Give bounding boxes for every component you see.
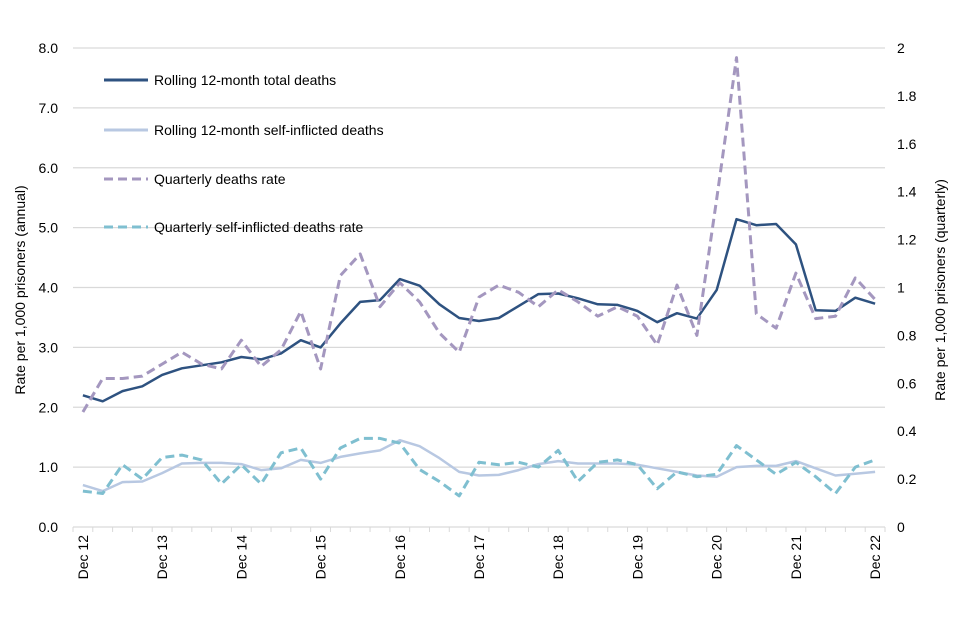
x-tick-label: Dec 15 xyxy=(313,535,329,580)
x-tick-label: Dec 13 xyxy=(154,535,170,580)
left-tick-label: 1.0 xyxy=(39,459,59,475)
x-tick-label: Dec 16 xyxy=(392,535,408,580)
legend-label-rolling-self-inflicted: Rolling 12-month self-inflicted deaths xyxy=(154,122,384,138)
right-tick-label: 0.4 xyxy=(897,423,917,439)
x-tick-label: Dec 12 xyxy=(75,535,91,580)
series-lines xyxy=(81,56,877,498)
left-tick-label: 7.0 xyxy=(39,100,59,116)
right-tick-label: 1.8 xyxy=(897,88,917,104)
right-tick-label: 0.8 xyxy=(897,327,917,343)
right-tick-label: 1.2 xyxy=(897,232,917,248)
x-axis: Dec 12 Dec 13 Dec 14 Dec 15 Dec 16 Dec 17 Dec … xyxy=(72,526,886,580)
right-axis-tick-labels: 0 0.2 0.4 0.6 0.8 1 1.2 1.4 1.6 1.8 2 xyxy=(897,40,917,535)
legend-label-quarterly-self-inflicted: Quarterly self-inflicted deaths rate xyxy=(154,219,364,235)
x-tick-label: Dec 14 xyxy=(233,535,249,580)
series-line-rolling-12-month-total-deaths xyxy=(82,217,876,403)
legend-label-quarterly-deaths: Quarterly deaths rate xyxy=(154,171,286,187)
left-axis-tick-labels: 0.0 1.0 2.0 3.0 4.0 5.0 6.0 7.0 8.0 xyxy=(39,40,59,535)
right-tick-label: 1.6 xyxy=(897,136,917,152)
right-tick-label: 0.2 xyxy=(897,471,917,487)
x-tick-label: Dec 21 xyxy=(788,535,804,580)
series-line-rolling-12-month-self-inflicted-deaths xyxy=(82,438,876,493)
right-tick-label: 2 xyxy=(897,40,905,56)
x-tick-label: Dec 20 xyxy=(709,535,725,580)
left-tick-label: 6.0 xyxy=(39,160,59,176)
right-tick-label: 0 xyxy=(897,519,905,535)
right-tick-label: 0.6 xyxy=(897,375,917,391)
x-tick-label: Dec 22 xyxy=(867,535,883,580)
legend-label-rolling-total: Rolling 12-month total deaths xyxy=(154,72,336,88)
left-axis-title: Rate per 1,000 prisoners (annual) xyxy=(12,185,28,394)
series-line-quarterly-deaths-rate xyxy=(81,56,877,413)
right-tick-label: 1.4 xyxy=(897,184,917,200)
legend: Rolling 12-month total deaths Rolling 12… xyxy=(104,72,384,235)
x-tick-label: Dec 17 xyxy=(471,535,487,580)
left-tick-label: 4.0 xyxy=(39,280,59,296)
series-line-quarterly-self-inflicted-deaths-rate xyxy=(82,436,876,498)
left-tick-label: 2.0 xyxy=(39,399,59,415)
x-tick-label: Dec 18 xyxy=(550,535,566,580)
left-tick-label: 0.0 xyxy=(39,519,59,535)
left-tick-label: 5.0 xyxy=(39,220,59,236)
right-tick-label: 1 xyxy=(897,280,905,296)
left-tick-label: 3.0 xyxy=(39,339,59,355)
right-axis-title: Rate per 1,000 prisoners (quarterly) xyxy=(932,179,948,401)
gridlines xyxy=(73,47,885,468)
left-tick-label: 8.0 xyxy=(39,40,59,56)
x-tick-label: Dec 19 xyxy=(629,535,645,580)
